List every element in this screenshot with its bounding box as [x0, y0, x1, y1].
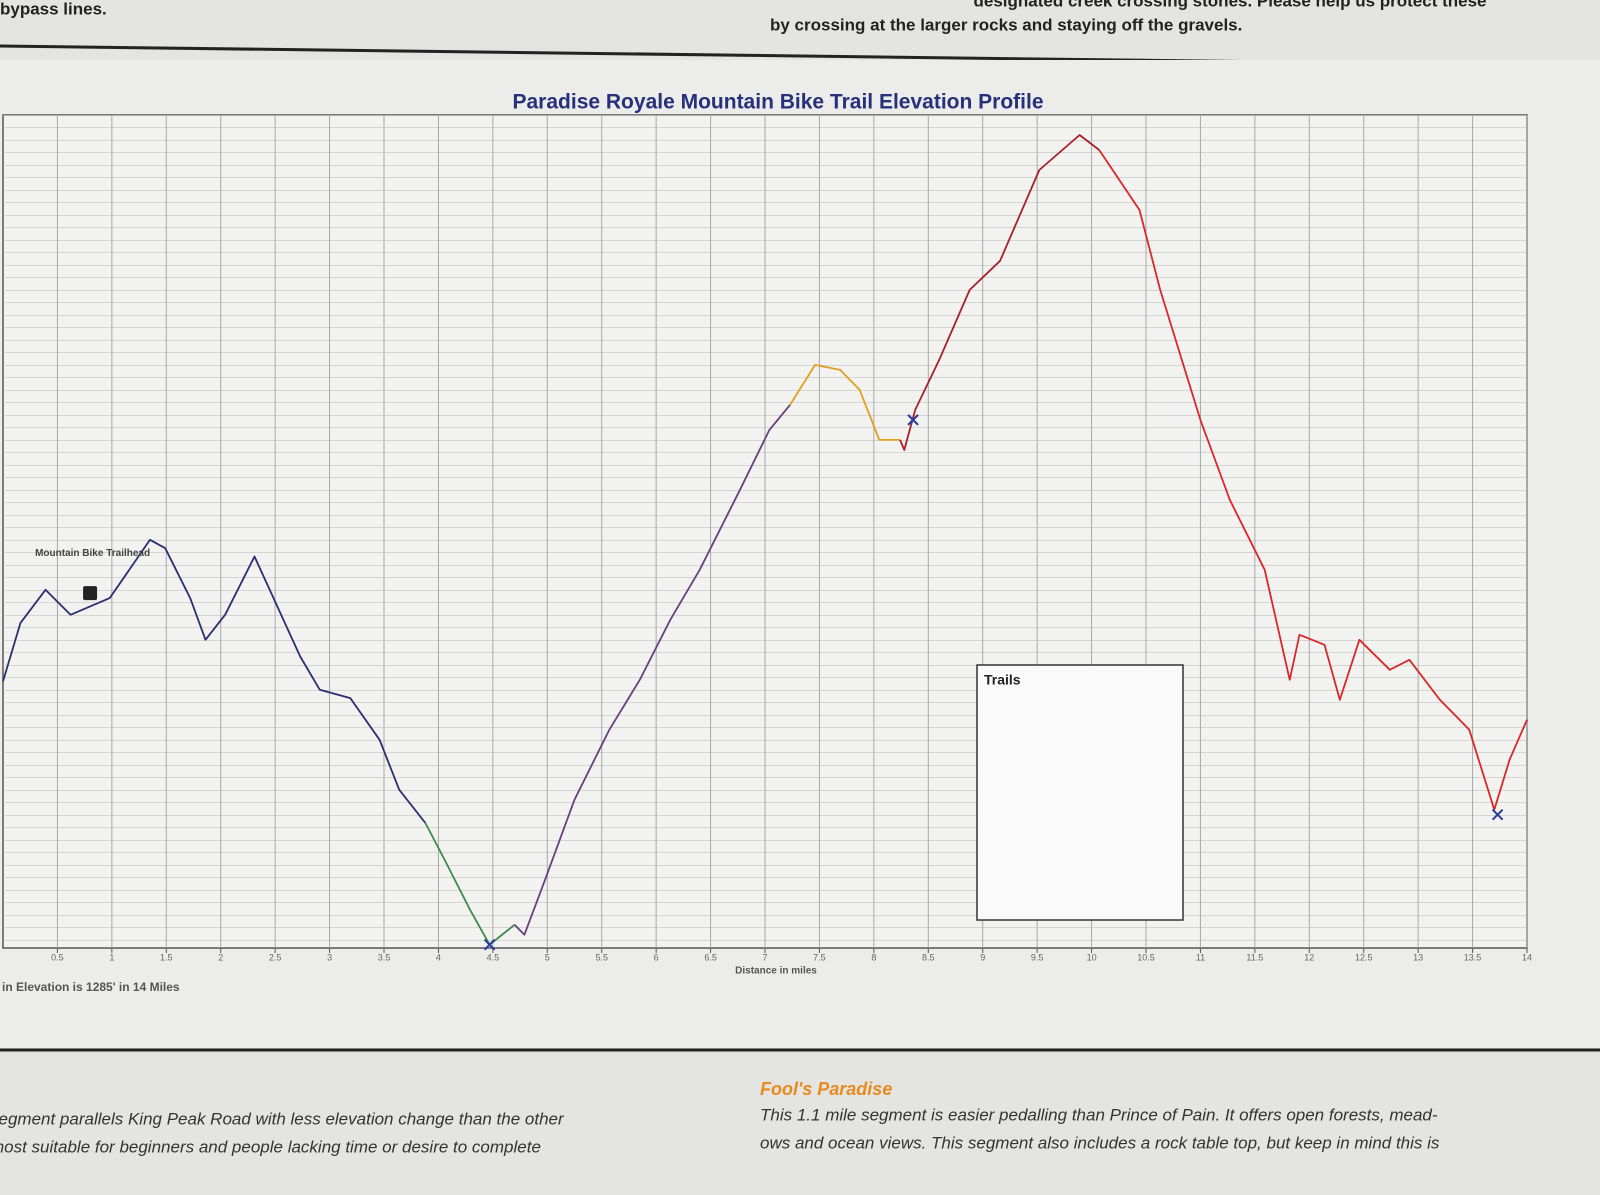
x-tick-label: 4	[436, 952, 441, 962]
doc-text: This 1.1 mile segment is easier pedallin…	[760, 1105, 1438, 1124]
x-tick-label: 11.5	[1246, 952, 1263, 962]
series-line	[899, 134, 1100, 451]
x-axis-label: Distance in miles	[735, 966, 817, 977]
doc-text: segment parallels King Peak Road with le…	[0, 1109, 565, 1128]
x-tick-label: 11	[1196, 952, 1205, 962]
legend-box	[976, 664, 1184, 921]
doc-text: bypass lines.	[0, 0, 107, 18]
x-tick-label: 0.5	[51, 952, 64, 962]
x-tick-label: 2.5	[269, 952, 282, 962]
crossing-marker	[1491, 809, 1504, 821]
doc-text: by crossing at the larger rocks and stay…	[770, 15, 1242, 34]
x-tick-label: 2	[218, 952, 223, 962]
x-tick-label: 1	[109, 952, 114, 962]
x-tick-label: 3.5	[378, 952, 391, 962]
x-tick-label: 7.5	[813, 952, 826, 962]
legend-title: Trails	[984, 672, 1021, 688]
x-tick-label: 8	[871, 952, 876, 962]
x-tick-label: 8.5	[922, 952, 935, 962]
x-tick-label: 3	[327, 952, 332, 962]
x-tick-label: 10.5	[1137, 952, 1155, 962]
trailhead-marker	[83, 586, 98, 601]
crossing-marker	[907, 414, 919, 426]
doc-heading: Fool's Paradise	[760, 1079, 892, 1099]
x-tick-label: 9.5	[1031, 952, 1044, 962]
chart-title: Paradise Royale Mountain Bike Trail Elev…	[513, 91, 1044, 114]
x-tick-label: 5	[545, 952, 550, 962]
x-tick-label: 6	[654, 952, 659, 962]
series-line	[1098, 149, 1528, 811]
x-tick-label: 13.5	[1464, 952, 1482, 962]
x-tick-label: 5.5	[595, 952, 608, 962]
doc-text: ows and ocean views. This segment also i…	[760, 1133, 1440, 1152]
doc-text: designated creek crossing stones. Please…	[973, 0, 1486, 10]
note: in Elevation is 1285' in 14 Miles	[2, 980, 180, 994]
x-tick-label: 10	[1087, 952, 1097, 962]
x-tick-label: 1.5	[160, 952, 173, 962]
x-tick-label: 14	[1522, 952, 1532, 962]
x-tick-label: 12	[1304, 952, 1314, 962]
annotation: Mountain Bike Trailhead	[35, 548, 150, 559]
series-line	[513, 404, 791, 936]
x-tick-label: 7	[762, 952, 767, 962]
crossing-marker	[483, 938, 496, 951]
series-line	[424, 822, 516, 946]
series-line	[789, 364, 900, 441]
series-line	[2, 538, 427, 824]
x-tick-label: 9	[980, 952, 985, 962]
x-tick-label: 4.5	[487, 952, 500, 962]
x-tick-label: 6.5	[704, 952, 717, 962]
doc-text: most suitable for beginners and people l…	[0, 1137, 541, 1156]
x-tick-label: 12.5	[1355, 952, 1373, 962]
x-tick-label: 13	[1413, 952, 1423, 962]
